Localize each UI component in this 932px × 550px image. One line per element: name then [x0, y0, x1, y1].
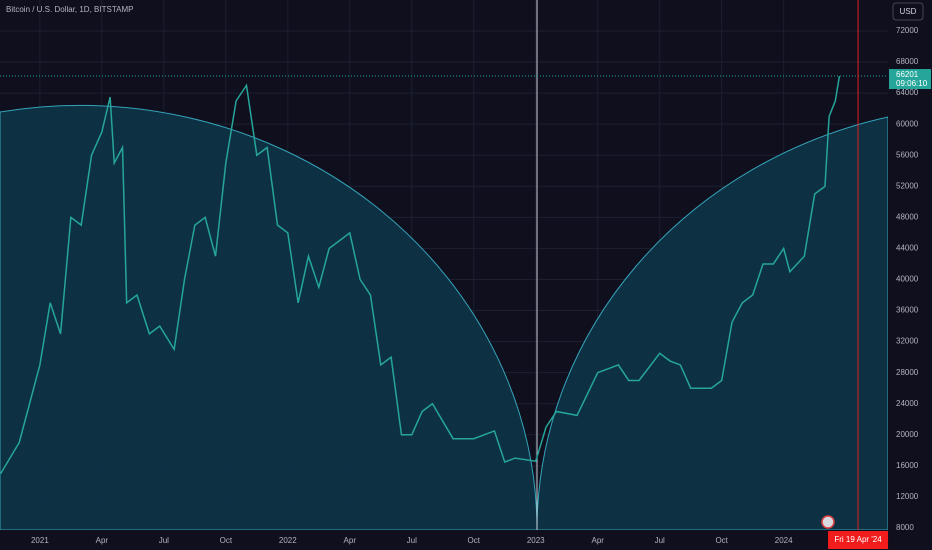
- y-tick-label: 72000: [896, 26, 919, 35]
- countdown-label: 09:06:10: [896, 79, 928, 88]
- currency-button[interactable]: [892, 2, 924, 21]
- arc-right: [536, 116, 889, 531]
- x-tick-label: Oct: [715, 536, 728, 545]
- x-tick-label: 2024: [775, 536, 793, 545]
- y-tick-label: 8000: [896, 523, 914, 532]
- chart-title: Bitcoin / U.S. Dollar, 1D, BITSTAMP: [6, 5, 133, 14]
- x-tick-label: 2021: [31, 536, 49, 545]
- x-tick-label: Apr: [96, 536, 109, 545]
- y-tick-label: 52000: [896, 181, 919, 190]
- y-tick-label: 68000: [896, 57, 919, 66]
- y-tick-label: 24000: [896, 399, 919, 408]
- plot: [0, 0, 888, 530]
- y-tick-label: 32000: [896, 337, 919, 346]
- last-price-box: [889, 69, 931, 90]
- crosshair-box: [828, 531, 889, 549]
- x-tick-label: Apr: [344, 536, 357, 545]
- y-axis-panel: [888, 0, 932, 550]
- x-tick-label: 2022: [279, 536, 297, 545]
- crosshair-label: Fri 19 Apr '24: [834, 535, 882, 544]
- x-tick-label: Jul: [655, 536, 665, 545]
- x-tick-label: Jul: [407, 536, 417, 545]
- last-price-label: 66201: [896, 70, 919, 79]
- y-tick-label: 20000: [896, 430, 919, 439]
- x-tick-label: Oct: [220, 536, 233, 545]
- currency-label[interactable]: USD: [900, 7, 917, 16]
- y-tick-label: 60000: [896, 119, 919, 128]
- y-tick-label: 36000: [896, 306, 919, 315]
- y-tick-label: 40000: [896, 275, 919, 284]
- y-tick-label: 28000: [896, 368, 919, 377]
- y-tick-label: 48000: [896, 212, 919, 221]
- x-tick-label: Jul: [159, 536, 169, 545]
- arc-left: [0, 105, 538, 531]
- x-axis-panel: [0, 530, 888, 550]
- event-icon[interactable]: [821, 515, 835, 529]
- x-tick-label: Apr: [591, 536, 604, 545]
- x-tick-label: 2023: [527, 536, 545, 545]
- y-tick-label: 12000: [896, 492, 919, 501]
- y-tick-label: 44000: [896, 244, 919, 253]
- x-tick-label: Oct: [468, 536, 481, 545]
- y-tick-label: 64000: [896, 88, 919, 97]
- price-line: [0, 75, 841, 475]
- axes: 8000 12000 16000 20000 24000 28000 32000 36000 4…: [31, 26, 931, 549]
- y-tick-label: 56000: [896, 150, 919, 159]
- y-tick-label: 16000: [896, 461, 919, 470]
